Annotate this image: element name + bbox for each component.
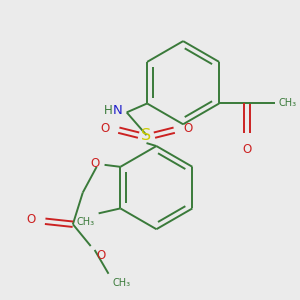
Text: O: O xyxy=(242,143,251,156)
Text: CH₃: CH₃ xyxy=(112,278,130,288)
Text: CH₃: CH₃ xyxy=(76,217,95,227)
Text: O: O xyxy=(97,249,106,262)
Text: O: O xyxy=(90,158,100,170)
Text: CH₃: CH₃ xyxy=(278,98,297,109)
Text: H: H xyxy=(104,104,113,117)
Text: N: N xyxy=(113,104,123,117)
Text: O: O xyxy=(183,122,192,135)
Text: O: O xyxy=(26,213,35,226)
Text: S: S xyxy=(141,128,152,143)
Text: O: O xyxy=(100,122,110,135)
